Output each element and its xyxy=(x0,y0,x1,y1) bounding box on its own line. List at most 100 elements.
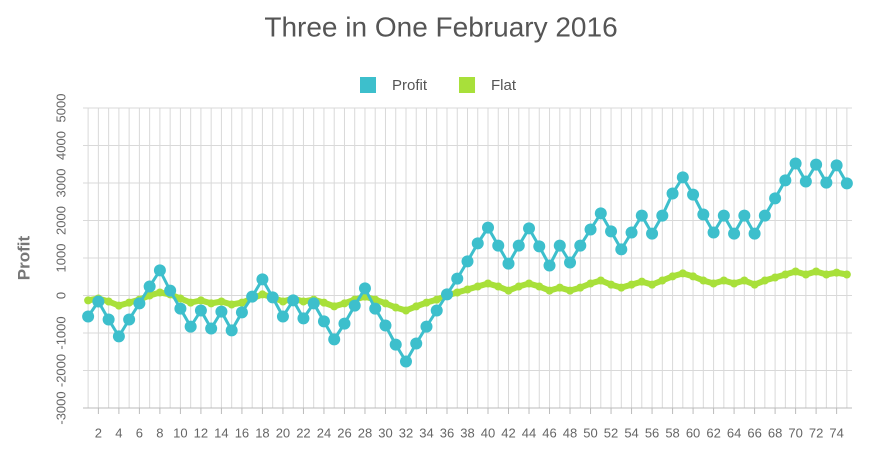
x-tick-label: 60 xyxy=(686,425,700,440)
x-tick-label: 32 xyxy=(399,425,413,440)
data-point xyxy=(668,272,677,281)
data-point xyxy=(566,286,575,295)
data-point xyxy=(225,324,238,337)
x-tick-label: 14 xyxy=(214,425,228,440)
data-point xyxy=(338,317,351,330)
data-point xyxy=(430,304,443,317)
x-tick-label: 58 xyxy=(665,425,679,440)
legend-swatch xyxy=(459,77,476,93)
data-point xyxy=(102,313,115,326)
x-tick-label: 66 xyxy=(747,425,761,440)
data-point xyxy=(678,269,687,278)
data-point xyxy=(256,273,269,286)
data-point xyxy=(235,306,248,319)
x-tick-label: 70 xyxy=(788,425,802,440)
data-point xyxy=(728,227,741,240)
data-point xyxy=(615,243,628,256)
x-tick-label: 18 xyxy=(255,425,269,440)
data-point xyxy=(637,277,646,286)
data-point xyxy=(330,302,339,311)
data-point xyxy=(461,255,474,268)
data-point xyxy=(207,299,216,308)
data-point xyxy=(840,177,853,190)
data-point xyxy=(709,279,718,288)
data-point xyxy=(389,338,402,351)
data-point xyxy=(299,297,308,306)
data-point xyxy=(758,209,771,222)
data-point xyxy=(635,209,648,222)
data-point xyxy=(555,283,564,292)
x-tick-label: 50 xyxy=(583,425,597,440)
data-point xyxy=(646,227,659,240)
x-tick-label: 56 xyxy=(645,425,659,440)
data-point xyxy=(276,310,289,323)
y-tick-label: 0 xyxy=(53,292,68,299)
data-point xyxy=(717,209,730,222)
legend-label: Flat xyxy=(491,77,517,94)
x-tick-label: 4 xyxy=(115,425,122,440)
data-point xyxy=(307,297,320,310)
chart-title: Three in One February 2016 xyxy=(264,11,617,42)
data-point xyxy=(174,302,187,315)
y-tick-label: -3000 xyxy=(53,391,68,424)
data-point xyxy=(820,176,833,189)
data-point xyxy=(750,280,759,289)
data-point xyxy=(82,310,95,323)
data-point xyxy=(451,272,464,285)
x-tick-label: 72 xyxy=(809,425,823,440)
data-point xyxy=(791,267,800,276)
data-point xyxy=(812,267,821,276)
x-tick-label: 62 xyxy=(706,425,720,440)
data-point xyxy=(535,282,544,291)
data-point xyxy=(205,322,218,335)
data-point xyxy=(574,239,587,252)
data-point xyxy=(607,280,616,289)
data-point xyxy=(738,209,751,222)
data-point xyxy=(545,286,554,295)
data-point xyxy=(553,239,566,252)
data-point xyxy=(771,273,780,282)
data-point xyxy=(340,299,349,308)
data-point xyxy=(801,270,810,279)
data-point xyxy=(494,282,503,291)
data-point xyxy=(194,304,207,317)
data-point xyxy=(779,174,792,187)
data-point xyxy=(482,221,495,234)
data-point xyxy=(237,298,246,307)
data-point xyxy=(114,301,123,310)
data-point xyxy=(730,279,739,288)
data-point xyxy=(492,239,505,252)
data-point xyxy=(391,303,400,312)
data-point xyxy=(399,355,412,368)
data-point xyxy=(246,290,259,303)
data-point xyxy=(666,187,679,200)
data-point xyxy=(463,285,472,294)
data-point xyxy=(781,270,790,279)
x-tick-label: 12 xyxy=(194,425,208,440)
data-point xyxy=(125,298,134,307)
data-point xyxy=(760,276,769,285)
data-point xyxy=(656,209,669,222)
data-point xyxy=(586,279,595,288)
data-point xyxy=(473,282,482,291)
data-point xyxy=(92,295,105,308)
data-point xyxy=(196,296,205,305)
data-point xyxy=(525,279,534,288)
data-point xyxy=(278,297,287,306)
y-tick-label: -1000 xyxy=(53,316,68,349)
data-point xyxy=(410,337,423,350)
data-point xyxy=(564,256,577,269)
data-point xyxy=(617,283,626,292)
data-point xyxy=(145,291,154,300)
data-point xyxy=(719,276,728,285)
data-point xyxy=(594,207,607,220)
data-point xyxy=(748,227,761,240)
x-tick-label: 24 xyxy=(317,425,331,440)
data-point xyxy=(133,297,146,310)
data-point xyxy=(266,291,279,304)
x-tick-label: 22 xyxy=(296,425,310,440)
data-point xyxy=(319,298,328,307)
x-tick-label: 74 xyxy=(829,425,843,440)
x-tick-label: 26 xyxy=(337,425,351,440)
